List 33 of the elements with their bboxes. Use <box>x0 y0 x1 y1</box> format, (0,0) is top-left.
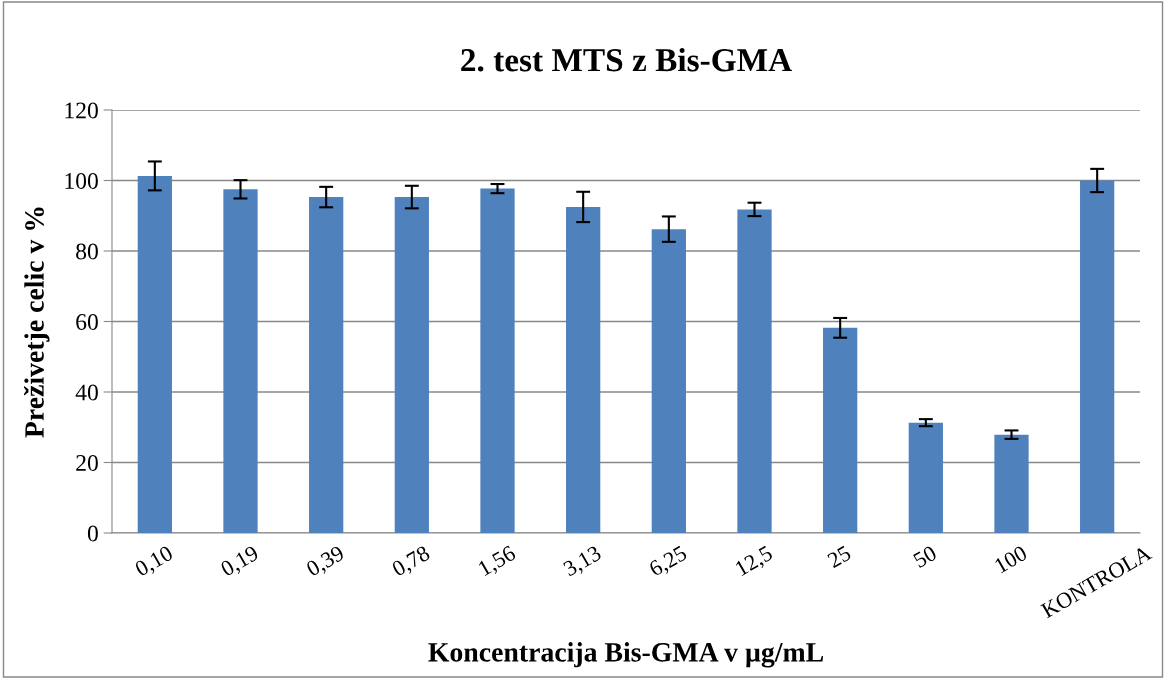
x-tick-label: 6,25 <box>648 545 690 580</box>
bar <box>309 197 344 533</box>
x-tick-label: 0,19 <box>219 545 261 580</box>
x-tick-label: 1,56 <box>477 545 519 579</box>
bar <box>137 175 172 533</box>
y-tick-label: 60 <box>76 313 98 330</box>
bar <box>480 188 515 533</box>
bar <box>994 434 1029 533</box>
x-tick-label: 0,39 <box>305 545 347 580</box>
bar <box>651 229 686 533</box>
x-tick-label: 25 <box>826 545 852 569</box>
bar <box>566 206 601 533</box>
y-tick-label: 120 <box>65 102 98 119</box>
bar <box>394 197 429 533</box>
y-tick-label: 40 <box>75 384 98 401</box>
y-tick-label: 100 <box>65 172 98 189</box>
chart-title: 2. test MTS z Bis-GMA <box>461 47 792 72</box>
y-tick-label: 20 <box>76 454 98 471</box>
bar <box>1080 180 1115 533</box>
x-tick-label: 12,5 <box>734 545 775 579</box>
bar <box>823 327 858 533</box>
y-tick-label: 0 <box>87 525 98 542</box>
x-tick-label: 100 <box>994 545 1028 574</box>
x-tick-label: 0,10 <box>134 545 176 580</box>
bar <box>908 422 943 533</box>
x-tick-label: 50 <box>912 545 938 569</box>
y-tick-label: 80 <box>76 243 98 260</box>
bar <box>737 209 772 533</box>
bar <box>223 189 258 533</box>
x-tick-label: 0,78 <box>391 545 433 580</box>
y-axis-title: Preživetje celic v % <box>24 207 50 438</box>
x-axis-title: Koncentracija Bis-GMA v µg/mL <box>428 642 824 668</box>
x-tick-label: 3,13 <box>562 545 604 580</box>
